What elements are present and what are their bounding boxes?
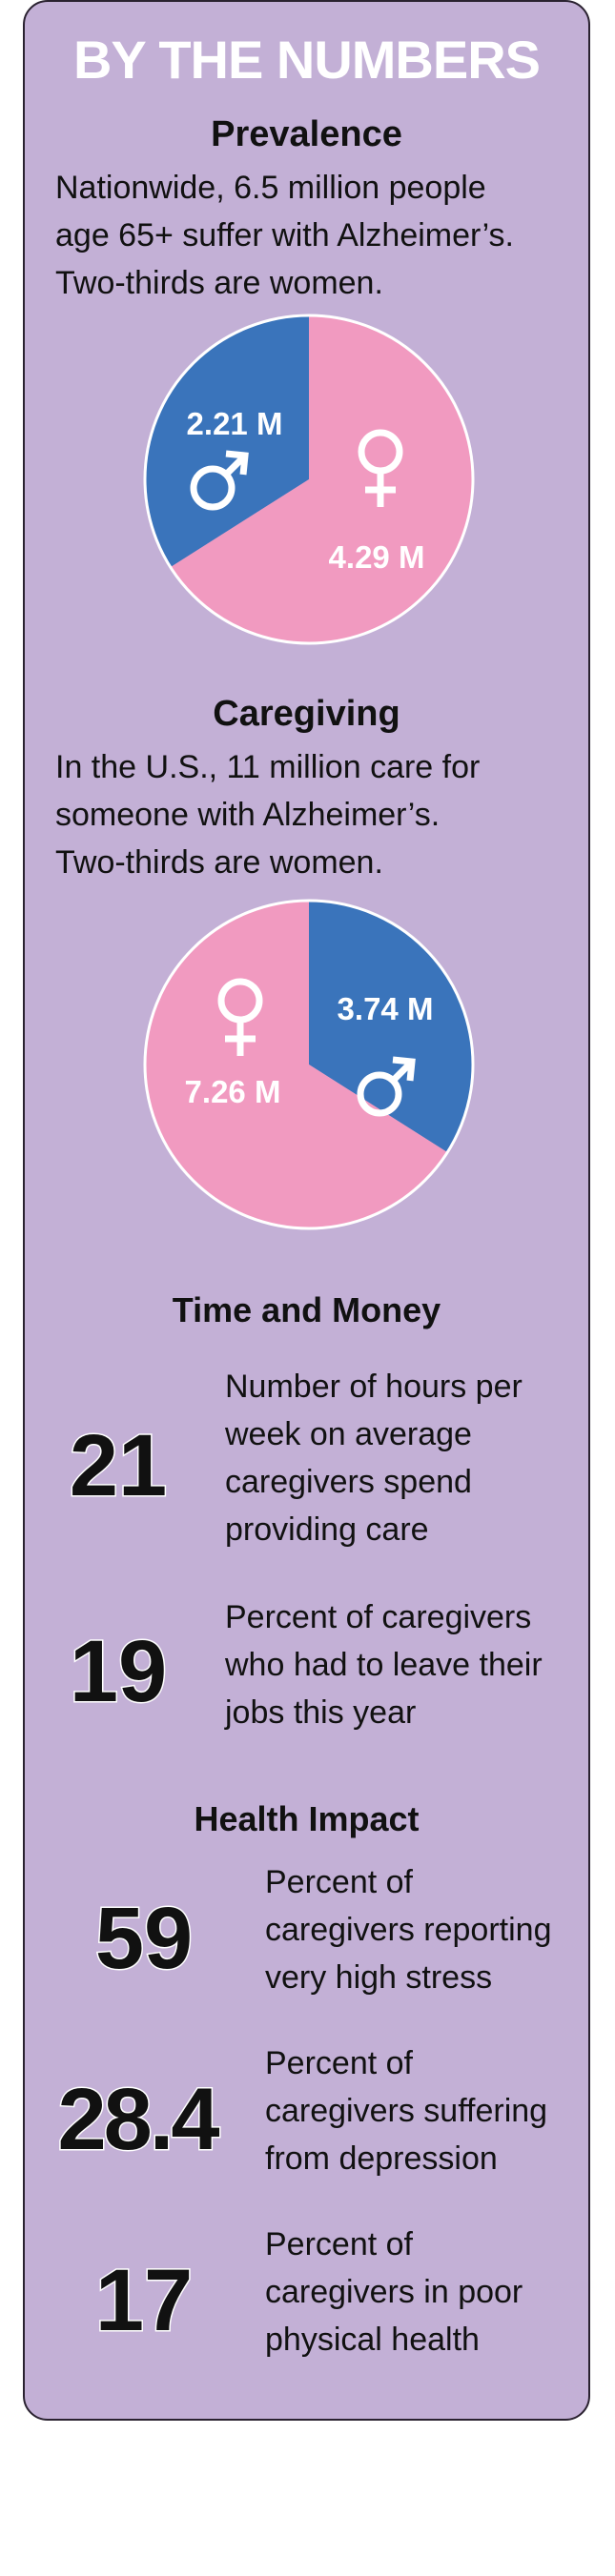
caregiving-heading: Caregiving [213,694,400,734]
stat-description-line: Percent of [265,2045,413,2081]
pie-slice-women [170,315,473,643]
health-impact-heading: Health Impact [194,1799,420,1838]
caregiving-text: In the U.S., 11 million care for someone… [55,743,480,886]
prevalence-text: Nationwide, 6.5 million people age 65+ s… [55,164,514,307]
stat-number: 19 [68,1622,168,1722]
stat-description-line: physical health [265,2322,480,2358]
stat-description-line: Percent of [265,1864,413,1900]
time-money-heading: Time and Money [172,1290,441,1329]
caregiving-text-line: someone with Alzheimer’s. [55,797,441,833]
stat-description: Percent of caregivers suffering from dep… [265,2039,547,2182]
stat-description-line: who had to leave their [225,1647,543,1683]
pie-slice-men [145,315,309,568]
stat-description-line: caregivers suffering [265,2093,548,2129]
pie-outline [143,314,475,645]
stat-description-line: caregivers spend [225,1464,472,1500]
stat-description: Percent of caregivers who had to leave t… [225,1593,543,1736]
pie-label-women: 4.29 M [329,539,425,575]
pie-label-men: 3.74 M [338,991,434,1026]
stat-description-line: very high stress [265,1959,493,1996]
stat-description-line: caregivers reporting [265,1912,552,1948]
infographic-panel: BY THE NUMBERS Prevalence Nationwide, 6.… [23,0,590,2421]
stat-description: Percent of caregivers in poor physical h… [265,2221,523,2363]
prevalence-text-line: age 65+ suffer with Alzheimer’s. [55,217,514,254]
caregiving-text-line: Two-thirds are women. [55,844,383,881]
stat-description-line: caregivers in poor [265,2274,523,2310]
prevalence-text-line: Nationwide, 6.5 million people [55,170,486,206]
pie-slice-men [309,901,473,1153]
female-symbol-icon [358,429,403,507]
prevalence-text-line: Two-thirds are women. [55,265,383,301]
stat-description-line: jobs this year [225,1694,417,1731]
prevalence-heading: Prevalence [211,114,402,154]
caregiving-text-line: In the U.S., 11 million care for [55,749,481,785]
stat-description-line: Percent of [265,2226,413,2262]
stat-number: 17 [93,2251,194,2351]
page-title: BY THE NUMBERS [72,30,541,90]
female-symbol-icon [217,978,263,1056]
stat-number: 28.4 [56,2070,221,2170]
pie-slice-women [144,901,448,1228]
stat-description-line: from depression [265,2140,498,2177]
male-symbol-icon [190,450,249,511]
pie-label-women: 7.26 M [185,1074,281,1109]
stat-description-line: week on average [225,1416,472,1452]
prevalence-pie-chart: 2.21 M 4.29 M [143,314,475,645]
pie-label-men: 2.21 M [187,406,283,441]
stat-number: 59 [93,1889,194,1989]
male-symbol-icon [357,1056,416,1117]
stat-description-line: providing care [225,1511,429,1548]
stat-description-line: Percent of caregivers [225,1599,532,1635]
stat-description-line: Number of hours per [225,1369,523,1405]
pie-outline [143,899,475,1230]
stat-number: 21 [68,1416,168,1516]
stat-description: Percent of caregivers reporting very hig… [265,1858,551,2001]
stat-description: Number of hours per week on average care… [225,1363,523,1553]
caregiving-pie-chart: 7.26 M 3.74 M [143,899,475,1230]
